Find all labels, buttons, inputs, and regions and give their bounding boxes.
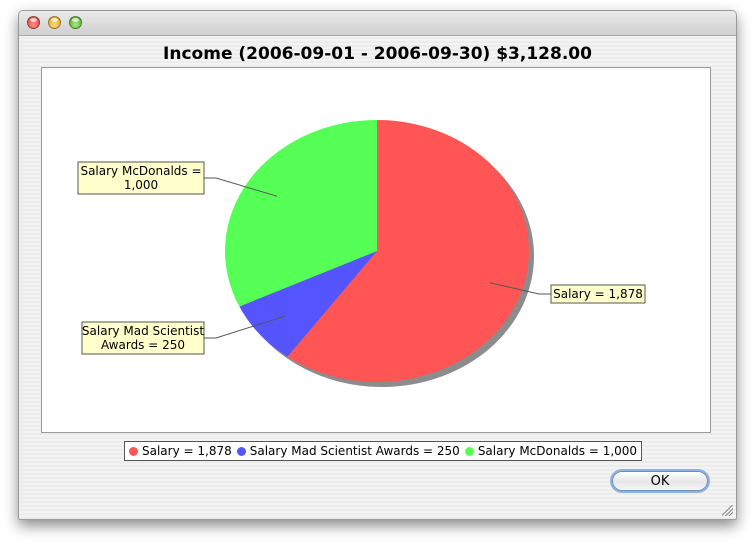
legend-item: Salary McDonalds = 1,000 xyxy=(464,444,638,458)
slice-label-text: Salary = 1,878 xyxy=(553,287,643,301)
label-leader-line xyxy=(489,282,551,295)
pie-slice-salary-mad-scientist-awards xyxy=(239,251,377,357)
slice-label-text: Salary McDonalds = xyxy=(80,164,201,178)
legend-label: Salary Mad Scientist Awards = 250 xyxy=(249,444,460,458)
legend-item: Salary = 1,878 xyxy=(129,444,232,458)
ok-button[interactable]: OK xyxy=(612,471,708,491)
legend-label: Salary McDonalds = 1,000 xyxy=(477,444,638,458)
legend-label: Salary = 1,878 xyxy=(142,444,232,458)
label-leader-line xyxy=(204,315,286,339)
pie-slice-salary-mcdonalds xyxy=(224,120,377,307)
slice-label-text: 1,000 xyxy=(124,178,158,192)
chart-title: Income (2006-09-01 - 2006-09-30) $3,128.… xyxy=(163,44,592,64)
legend-swatch-icon xyxy=(464,446,474,456)
label-leader-line xyxy=(204,177,278,197)
resize-grip-icon[interactable] xyxy=(722,505,733,516)
minimize-icon[interactable] xyxy=(48,16,61,29)
slice-label: Salary McDonalds =1,000 xyxy=(77,161,205,195)
close-icon[interactable] xyxy=(27,16,40,29)
legend-swatch-icon xyxy=(236,446,246,456)
slice-label-text: Awards = 250 xyxy=(101,338,185,352)
chart-legend: Salary = 1,878 Salary Mad Scientist Award… xyxy=(124,441,643,461)
slice-label-box xyxy=(550,284,646,304)
slice-label-text: Salary Mad Scientist xyxy=(82,324,204,338)
slice-label: Salary = 1,878 xyxy=(550,284,646,304)
chart-window: Income (2006-09-01 - 2006-09-30) $3,128.… xyxy=(18,10,737,520)
legend-swatch-icon xyxy=(129,446,138,456)
slice-label-box xyxy=(77,161,205,195)
plot-area: Salary = 1,878 Salary Mad Scientist Awards… xyxy=(41,67,711,433)
pie-chart: Salary = 1,878 Salary Mad ScientistAwards… xyxy=(77,120,646,387)
slice-label-box xyxy=(81,321,205,355)
pie-slice-salary xyxy=(287,120,529,382)
window-titlebar xyxy=(19,11,736,36)
zoom-icon[interactable] xyxy=(69,16,82,29)
legend-item: Salary Mad Scientist Awards = 250 xyxy=(236,444,460,458)
